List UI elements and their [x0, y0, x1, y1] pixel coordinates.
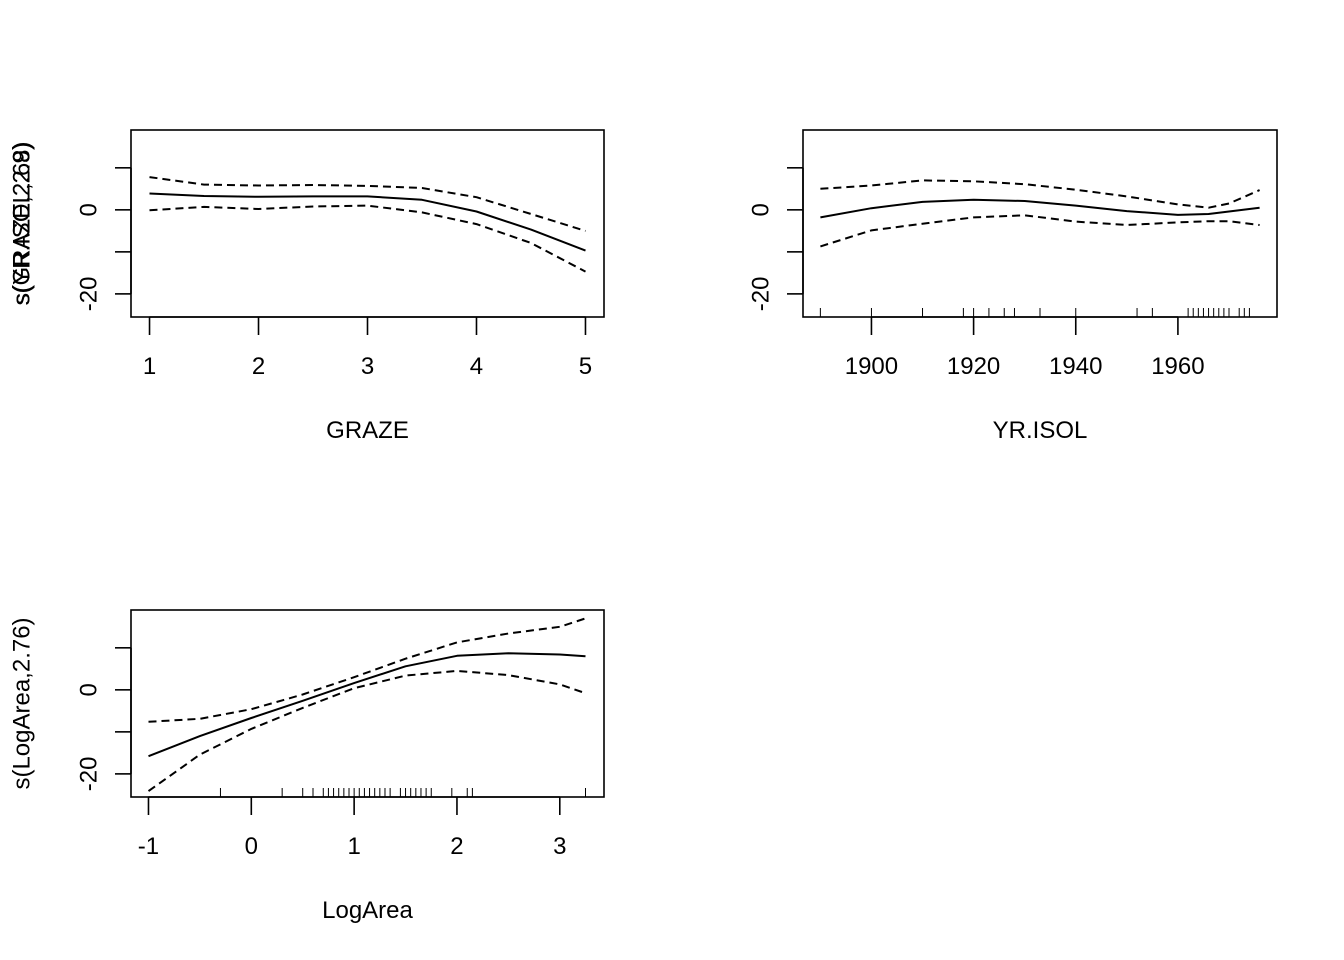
yr-isol-upper-line [820, 179, 1261, 209]
panel-logarea: -1 0 1 2 3 -20 0 LogArea s(LogArea,2.76) [9, 609, 605, 924]
logarea-x-tick-label: 2 [450, 833, 463, 860]
logarea-y-tick-label: -20 [76, 757, 103, 792]
yr-isol-x-tick-label: 1920 [947, 353, 1000, 380]
yr-isol-y-tick-label: -20 [748, 277, 775, 312]
graze-x-tick-label: 3 [361, 353, 374, 380]
panel-graze: 1 2 3 4 5 -20 0 GRAZE s(GRAZE,2.68) [9, 129, 605, 444]
graze-plot-frame [130, 129, 605, 318]
yr-isol-y-tick-label: 0 [748, 203, 775, 216]
graze-fit-line [149, 192, 586, 252]
logarea-x-tick-label: 0 [245, 833, 258, 860]
logarea-upper-line [148, 617, 586, 723]
graze-lower-line [149, 204, 586, 273]
graze-y-tick-label: 0 [76, 203, 103, 216]
graze-x-axis-title: GRAZE [326, 417, 409, 444]
logarea-x-tick-label: -1 [138, 833, 159, 860]
yr-isol-x-tick-label: 1900 [845, 353, 898, 380]
logarea-x-tick-label: 3 [553, 833, 566, 860]
graze-x-tick-label: 2 [252, 353, 265, 380]
yr-isol-plot-frame [802, 129, 1278, 318]
yr-isol-y-axis-title: s(YR.ISOL,2.9) [9, 142, 36, 305]
yr-isol-lower-line [820, 214, 1260, 248]
panel-yr-isol: 1900 1920 1940 1960 -20 0 YR.ISOL s(YR.ISOL,2.9… [9, 129, 1278, 444]
logarea-fit-line [148, 652, 586, 758]
logarea-x-tick-label: 1 [347, 833, 360, 860]
graze-y-axis-title: s(GRAZE,2.68) [9, 141, 36, 305]
logarea-y-axis-title: s(LogArea,2.76) [9, 617, 36, 789]
yr-isol-fit-line [820, 198, 1260, 219]
yr-isol-x-axis-title: YR.ISOL [993, 417, 1088, 444]
logarea-x-axis-title: LogArea [322, 897, 413, 924]
graze-x-tick-label: 1 [143, 353, 156, 380]
graze-upper-line [149, 176, 586, 232]
logarea-lower-line [147, 669, 586, 792]
logarea-plot-frame [130, 609, 605, 798]
yr-isol-x-tick-label: 1960 [1151, 353, 1204, 380]
yr-isol-x-tick-label: 1940 [1049, 353, 1102, 380]
logarea-y-tick-label: 0 [76, 683, 103, 696]
graze-x-tick-label: 5 [579, 353, 592, 380]
graze-y-tick-label: -20 [76, 277, 103, 312]
graze-x-tick-label: 4 [470, 353, 483, 380]
